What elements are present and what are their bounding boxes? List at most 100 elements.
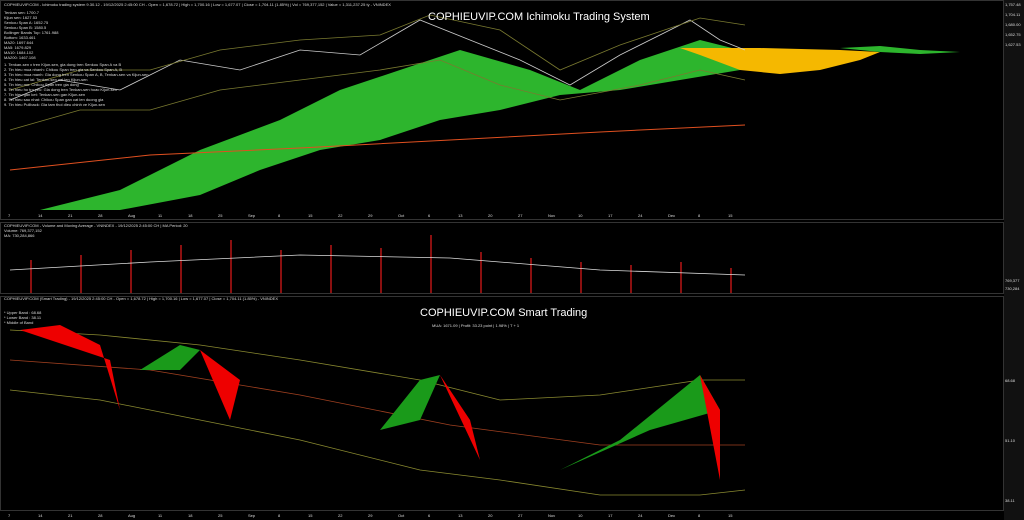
x-tick-label: 15 [728, 213, 733, 218]
x-tick-label: Aug [128, 213, 135, 218]
indicator-info: MA10: 1684.102 [4, 50, 34, 55]
price-label: 1,680.00 [1005, 22, 1021, 27]
x-tick-label: 15 [308, 213, 313, 218]
future-cloud [680, 48, 880, 74]
signal-line: 3. Tin hieu mua manh: Gia dong tren Senk… [4, 72, 148, 77]
indicator-label: 38.11 [1005, 498, 1015, 503]
x-tick-label: 8 [278, 213, 281, 218]
x-tick-label: 17 [608, 513, 613, 518]
x-tick-label: 20 [488, 513, 493, 518]
x-tick-label: 21 [68, 513, 73, 518]
volume-label: 730,284 [1005, 286, 1020, 291]
x-tick-label: 6 [428, 513, 431, 518]
volume-label: 769,377 [1005, 278, 1020, 283]
x-tick-label: Oct [398, 513, 405, 518]
price-label: 1,757.48 [1005, 2, 1021, 7]
signal-line: 2. Tin hieu mua nhanh: Chikou Span tren … [4, 67, 122, 72]
x-tick-label: 29 [368, 213, 373, 218]
panel-header: COPHIEUVIP.COM (Smart Trading) - 19/12/2… [4, 296, 278, 301]
x-tick-label: Oct [398, 213, 405, 218]
panel-title: COPHIEUVIP.COM Smart Trading [420, 307, 587, 319]
indicator-info: Kijun sen: 1627.53 [4, 15, 38, 20]
x-tick-label: Nov [548, 513, 555, 518]
future-cloud-green [840, 46, 960, 54]
x-tick-label: 6 [428, 213, 431, 218]
indicator-info: Bottom: 1633.461 [4, 35, 36, 40]
volume-bars [30, 235, 732, 293]
right-axis-area [1004, 0, 1024, 520]
red-wave-2 [200, 350, 720, 480]
price-line [9, 19, 746, 101]
x-tick-label: 8 [698, 213, 701, 218]
x-tick-label: 20 [488, 213, 493, 218]
red-wave [20, 325, 120, 410]
bollinger-bottom [9, 59, 746, 131]
x-tick-label: 25 [218, 213, 223, 218]
x-tick-label: 7 [8, 513, 11, 518]
bollinger-top [9, 14, 746, 91]
indicator-info: MA5: 1679.829 [4, 45, 32, 50]
indicator-info: Senkou Span B: 1580.5 [4, 25, 47, 30]
x-tick-label: 15 [308, 513, 313, 518]
x-tick-label: 22 [338, 213, 343, 218]
x-tick-label: Dec [668, 213, 675, 218]
signal-line: 9. Tin hieu Pullback: Gia tam thoi dieu … [4, 102, 105, 107]
indicator-info: Tenkan sen: 1700.7 [4, 10, 40, 15]
x-tick-label: 11 [158, 513, 163, 518]
x-tick-label: 13 [458, 513, 463, 518]
x-tick-label: 10 [578, 513, 583, 518]
x-tick-label: 10 [578, 213, 583, 218]
ma-value: MA: 730,284,866 [4, 233, 35, 238]
x-tick-label: 17 [608, 213, 613, 218]
x-tick-label: 14 [38, 213, 43, 218]
panel-header: COPHIEUVIP.COM - Volume and Moving Avera… [4, 223, 188, 228]
signal-line: 1. Tenkan-sen x tren Kijun-sen, gia dong… [4, 62, 121, 67]
volume-value: Volume: 769,377,152 [4, 228, 43, 233]
x-tick-label: Sep [248, 213, 256, 218]
x-tick-label: 24 [638, 213, 643, 218]
x-tick-label: Aug [128, 513, 135, 518]
signal-line: 6. Tin hieu ho tro yeu: Gia dong tren Te… [4, 87, 117, 92]
band-legend: * Lower Band : 38.11 [4, 315, 42, 320]
indicator-info: MA200: 1467.108 [4, 55, 36, 60]
lower-band [9, 389, 746, 496]
x-tick-label: Nov [548, 213, 555, 218]
frames [0, 0, 1004, 511]
price-label: 1,627.53 [1005, 42, 1021, 47]
signal-line: 4. Tin hieu cat lai: Tenkan-sen cat len … [4, 77, 88, 82]
indicator-label: 68.68 [1005, 378, 1016, 383]
ma200-line [9, 124, 746, 171]
trade-signal: MUA: 1671.09 | Profit: 33.23 point | 1.9… [432, 323, 520, 328]
x-tick-label: 25 [218, 513, 223, 518]
x-tick-label: 18 [188, 513, 193, 518]
volume-ma [9, 254, 746, 276]
band-legend: * Upper Band : 68.68 [4, 310, 42, 315]
x-tick-label: 29 [368, 513, 373, 518]
x-tick-label: 13 [458, 213, 463, 218]
x-tick-label: 24 [638, 513, 643, 518]
x-tick-label: 8 [698, 513, 701, 518]
x-tick-label: 14 [38, 513, 43, 518]
signal-line: 8. Tin hieu sau nhat: Chikou Span gan ca… [4, 97, 104, 102]
signal-line: 7. Tin hieu gan ket: Tenkan-sen gan Kiju… [4, 92, 85, 97]
indicator-info: Bollinger Bands Top: 1761.988 [4, 30, 59, 35]
price-label: 1,704.11 [1005, 12, 1021, 17]
x-tick-label: 27 [518, 513, 523, 518]
x-tick-label: 8 [278, 513, 281, 518]
x-tick-label: 7 [8, 213, 11, 218]
x-tick-label: 18 [188, 213, 193, 218]
price-label: 1,652.75 [1005, 32, 1021, 37]
panel-header: COPHIEUVIP.COM - Ichimoku trading system… [4, 2, 391, 7]
x-tick-label: 28 [98, 213, 103, 218]
panel-title: COPHIEUVIP.COM Ichimoku Trading System [428, 11, 650, 23]
x-tick-label: 27 [518, 213, 523, 218]
ichimoku-cloud [40, 40, 740, 210]
indicator-label: 51.10 [1005, 438, 1016, 443]
x-tick-label: 21 [68, 213, 73, 218]
x-tick-label: 15 [728, 513, 733, 518]
band-legend: * Middle of Band [4, 320, 33, 325]
indicator-info: MA20: 1697.644 [4, 40, 34, 45]
x-tick-label: Dec [668, 513, 675, 518]
x-tick-label: Sep [248, 513, 256, 518]
